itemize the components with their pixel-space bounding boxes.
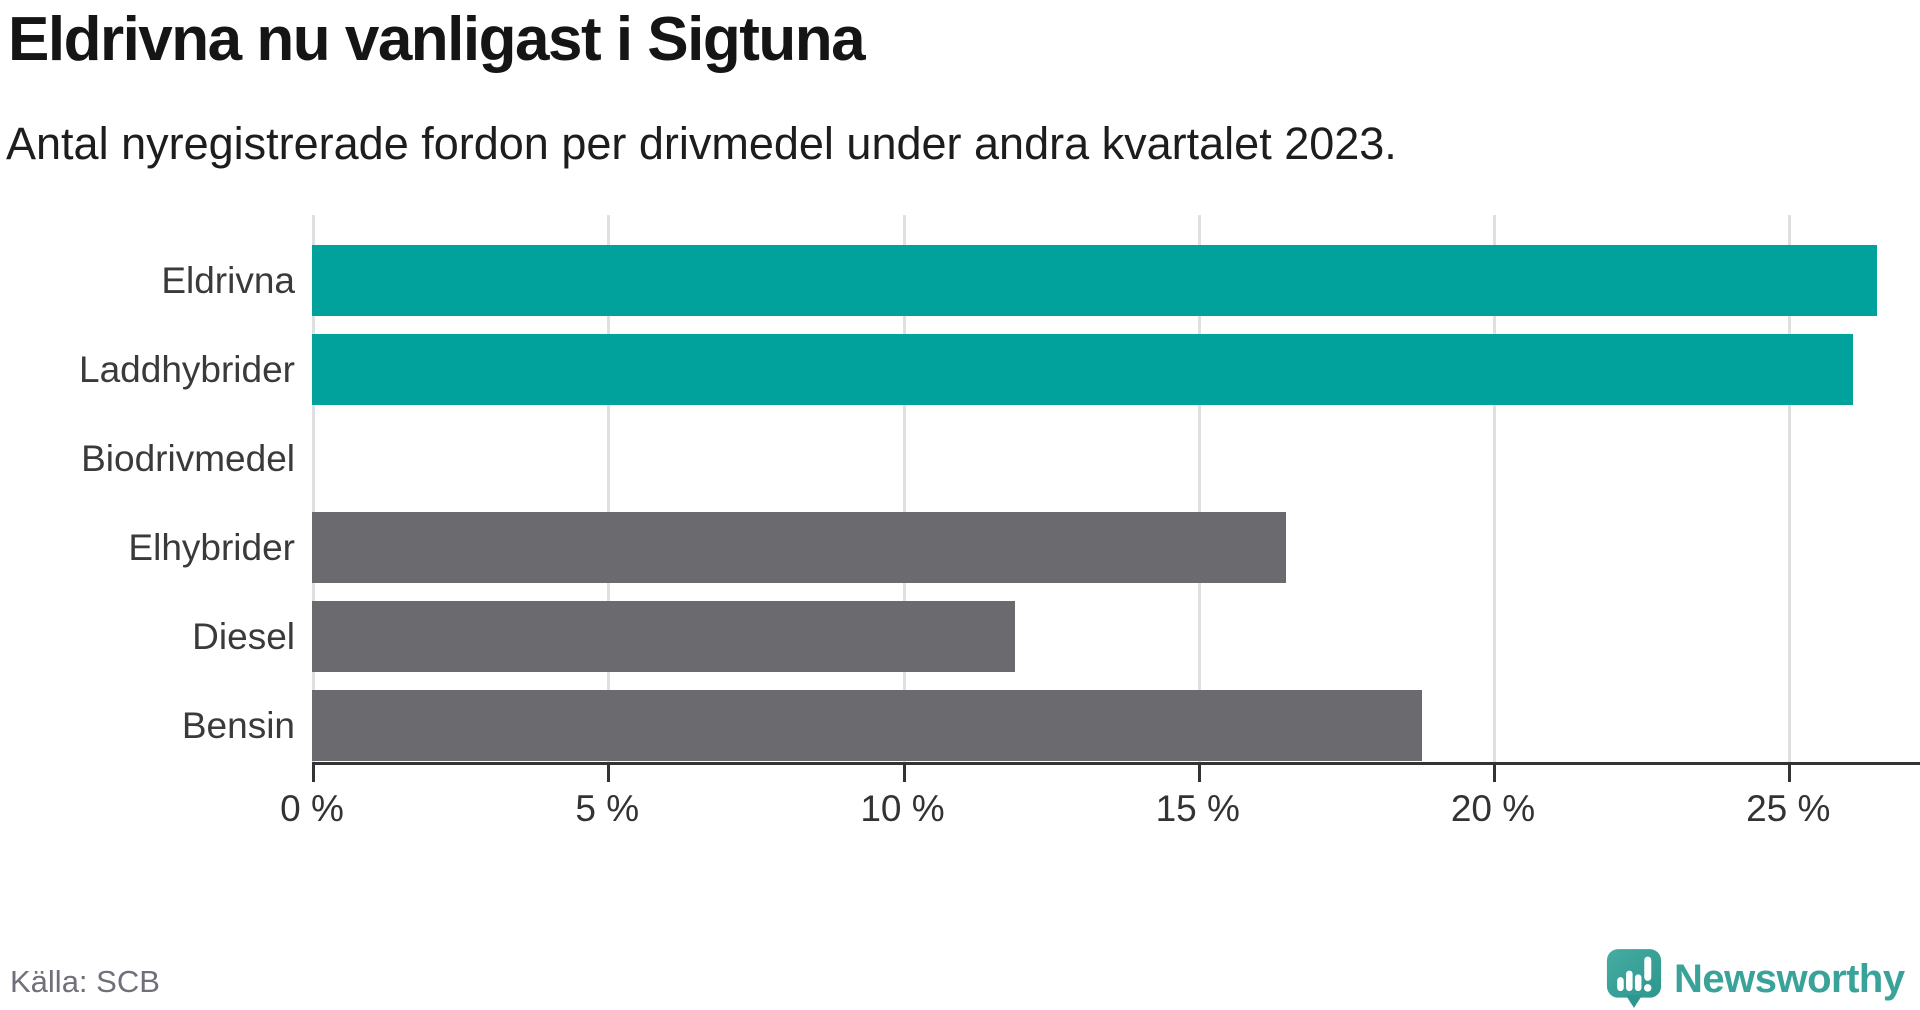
bar-bensin <box>312 690 1423 761</box>
gridline-20 <box>1493 215 1496 762</box>
x-tick-label-0: 0 % <box>280 788 344 829</box>
category-label-diesel: Diesel <box>192 615 295 657</box>
newsworthy-logo-text: Newsworthy <box>1674 956 1905 1001</box>
category-label-laddhybrider: Laddhybrider <box>79 348 295 390</box>
x-tick-0 <box>312 762 315 782</box>
chart-title: Eldrivna nu vanligast i Sigtuna <box>8 5 866 74</box>
category-label-bensin: Bensin <box>181 704 295 746</box>
x-tick-label-15: 15 % <box>1155 788 1240 829</box>
x-axis-line <box>312 762 1920 765</box>
gridline-25 <box>1788 215 1792 762</box>
x-tick-5 <box>607 762 611 782</box>
bar-elhybrider <box>312 512 1287 583</box>
gridline-10 <box>902 215 906 762</box>
chart-subtitle: Antal nyregistrerade fordon per drivmede… <box>6 118 1397 169</box>
x-tick-10 <box>902 762 906 782</box>
bar-diesel <box>312 601 1015 672</box>
x-tick-label-10: 10 % <box>860 788 945 829</box>
x-tick-25 <box>1788 762 1792 782</box>
bar-laddhybrider <box>312 334 1854 405</box>
x-tick-15 <box>1197 762 1201 782</box>
gridline-5 <box>607 215 611 762</box>
x-tick-label-20: 20 % <box>1450 788 1536 829</box>
source-label: Källa: SCB <box>10 964 160 999</box>
category-label-biodrivmedel: Biodrivmedel <box>81 437 295 479</box>
gridline-0 <box>312 215 315 762</box>
newsworthy-logo[interactable]: Newsworthy <box>1606 948 1905 1010</box>
gridline-15 <box>1197 215 1201 762</box>
category-label-eldrivna: Eldrivna <box>161 259 295 301</box>
newsworthy-bubble-icon <box>1606 949 1662 1008</box>
x-tick-label-5: 5 % <box>575 788 640 829</box>
category-label-elhybrider: Elhybrider <box>128 526 295 568</box>
bar-eldrivna <box>312 245 1877 316</box>
x-tick-20 <box>1493 762 1496 782</box>
x-tick-label-25: 25 % <box>1746 788 1831 829</box>
